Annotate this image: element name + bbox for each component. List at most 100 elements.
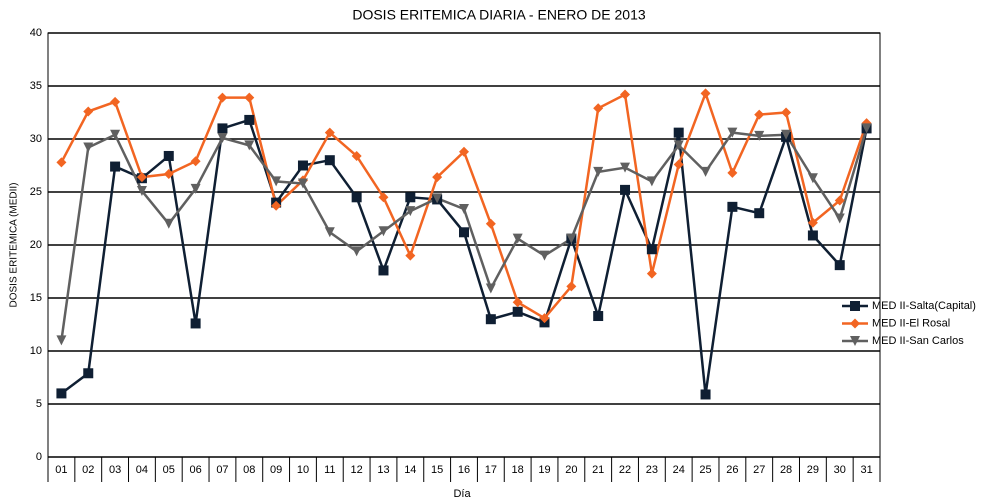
data-point [807, 217, 818, 228]
x-tick-label: 04 [136, 464, 148, 476]
data-point [807, 173, 818, 184]
x-tick-label: 28 [780, 464, 792, 476]
x-tick-label: 22 [619, 464, 631, 476]
data-point [163, 218, 174, 229]
data-point [56, 157, 67, 168]
y-tick-label: 35 [30, 80, 42, 92]
x-tick-label: 12 [351, 464, 363, 476]
data-point [405, 192, 416, 203]
data-point [405, 250, 416, 261]
data-point [593, 311, 604, 322]
x-tick-label: 06 [189, 464, 201, 476]
y-tick-label: 30 [30, 133, 42, 145]
data-point [190, 183, 201, 194]
data-point [834, 213, 845, 224]
data-point [673, 127, 684, 138]
data-point [244, 92, 255, 103]
data-point [324, 127, 335, 138]
legend-label: MED II-El Rosal [872, 317, 950, 329]
data-point [700, 389, 711, 400]
data-point [566, 281, 577, 292]
data-point [136, 172, 147, 183]
data-point [485, 218, 496, 229]
data-point [110, 129, 121, 140]
data-point [620, 184, 631, 195]
data-point [217, 92, 228, 103]
data-point [754, 208, 765, 219]
data-point [136, 185, 147, 196]
data-point [378, 265, 389, 276]
x-tick-label: 07 [216, 464, 228, 476]
y-tick-label: 10 [30, 345, 42, 357]
data-point [459, 146, 469, 157]
x-tick-label: 05 [163, 464, 175, 476]
data-point [244, 114, 255, 125]
data-point [324, 227, 335, 238]
x-tick-label: 27 [753, 464, 765, 476]
x-tick-label: 10 [297, 464, 309, 476]
data-point [620, 162, 631, 173]
x-tick-label: 03 [109, 464, 121, 476]
data-point [781, 129, 792, 140]
data-point [351, 246, 362, 257]
data-point [432, 193, 443, 204]
data-point [539, 250, 550, 261]
x-tick-label: 31 [860, 464, 872, 476]
data-point [485, 314, 496, 325]
data-point [593, 166, 604, 177]
chart-title: DOSIS ERITEMICA DIARIA - ENERO DE 2013 [352, 7, 646, 23]
x-tick-label: 21 [592, 464, 604, 476]
data-point [512, 297, 523, 308]
x-tick-label: 17 [485, 464, 497, 476]
x-tick-label: 20 [565, 464, 577, 476]
data-point [646, 268, 657, 279]
x-tick-label: 11 [324, 464, 335, 476]
data-point [83, 368, 94, 379]
data-point [539, 313, 550, 324]
legend-marker [850, 301, 860, 311]
x-tick-label: 13 [377, 464, 389, 476]
data-point [271, 200, 282, 211]
data-point [378, 226, 389, 237]
data-point [781, 107, 792, 118]
x-tick-label: 24 [673, 464, 685, 476]
x-tick-label: 14 [404, 464, 416, 476]
legend-marker [850, 318, 860, 329]
data-point [83, 142, 94, 153]
data-point [593, 103, 604, 114]
data-point [459, 227, 469, 238]
x-tick-label: 19 [538, 464, 550, 476]
x-tick-label: 25 [699, 464, 711, 476]
data-point [620, 89, 631, 100]
data-point [727, 201, 738, 212]
data-point [459, 203, 469, 214]
x-tick-label: 08 [243, 464, 255, 476]
x-tick-label: 16 [458, 464, 470, 476]
data-point [727, 127, 738, 138]
data-point [754, 109, 765, 120]
data-point [834, 260, 845, 271]
data-point [110, 96, 121, 107]
data-point [485, 283, 496, 294]
data-point [163, 168, 174, 179]
y-tick-label: 20 [30, 239, 42, 251]
x-tick-label: 26 [726, 464, 738, 476]
data-point [512, 233, 523, 244]
x-tick-label: 23 [646, 464, 658, 476]
x-tick-label: 01 [55, 464, 67, 476]
data-point [378, 192, 389, 203]
x-tick-label: 30 [834, 464, 846, 476]
data-point [646, 244, 657, 255]
legend-marker [850, 336, 860, 346]
x-tick-label: 15 [431, 464, 443, 476]
x-tick-label: 29 [807, 464, 819, 476]
data-point [807, 230, 818, 241]
y-axis-label: DOSIS ERITEMICA (MEDII) [9, 182, 20, 307]
data-point [351, 150, 362, 161]
data-point [700, 166, 711, 177]
data-point [861, 123, 872, 134]
data-point [673, 159, 684, 170]
data-point [754, 130, 765, 141]
y-tick-label: 40 [30, 27, 42, 39]
